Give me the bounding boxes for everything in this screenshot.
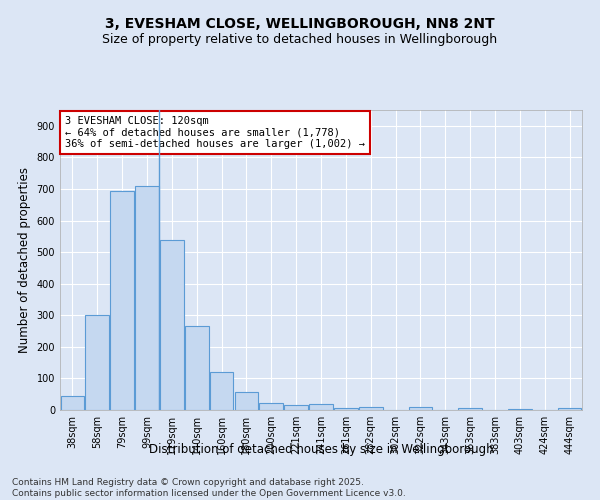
Bar xyxy=(558,408,581,410)
Bar xyxy=(160,240,184,410)
Bar xyxy=(61,396,84,410)
Text: Contains HM Land Registry data © Crown copyright and database right 2025.
Contai: Contains HM Land Registry data © Crown c… xyxy=(12,478,406,498)
Bar xyxy=(235,392,258,410)
Bar xyxy=(210,372,233,410)
Bar xyxy=(334,408,358,410)
Bar xyxy=(259,403,283,410)
Bar xyxy=(85,316,109,410)
Bar xyxy=(359,407,383,410)
Bar xyxy=(309,404,333,410)
Bar xyxy=(110,190,134,410)
Text: 3, EVESHAM CLOSE, WELLINGBOROUGH, NN8 2NT: 3, EVESHAM CLOSE, WELLINGBOROUGH, NN8 2N… xyxy=(105,18,495,32)
Bar xyxy=(135,186,159,410)
Bar xyxy=(185,326,209,410)
Y-axis label: Number of detached properties: Number of detached properties xyxy=(18,167,31,353)
Text: Size of property relative to detached houses in Wellingborough: Size of property relative to detached ho… xyxy=(103,32,497,46)
Bar xyxy=(458,408,482,410)
Bar xyxy=(409,407,432,410)
Text: 3 EVESHAM CLOSE: 120sqm
← 64% of detached houses are smaller (1,778)
36% of semi: 3 EVESHAM CLOSE: 120sqm ← 64% of detache… xyxy=(65,116,365,149)
Text: Distribution of detached houses by size in Wellingborough: Distribution of detached houses by size … xyxy=(149,442,493,456)
Bar xyxy=(284,406,308,410)
